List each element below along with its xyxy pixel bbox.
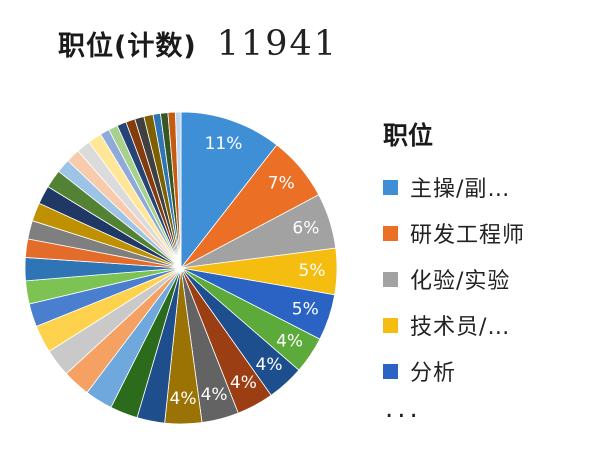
legend-title: 职位	[383, 121, 434, 150]
pie-data-label: 6%	[292, 218, 319, 238]
legend-item: 主操/副…	[383, 164, 525, 210]
legend-label: 化验/实验	[410, 269, 511, 294]
pie-slices	[24, 111, 338, 425]
legend-swatch	[383, 179, 398, 195]
pie-data-label: 5%	[292, 300, 319, 320]
pie-slice	[174, 111, 182, 269]
header-count: 11941	[216, 24, 339, 64]
legend-label: 主操/副…	[410, 177, 511, 202]
legend-item: 技术员/…	[383, 302, 525, 348]
legend-swatch	[383, 363, 398, 379]
pie-data-label: 7%	[268, 174, 295, 194]
legend-swatch	[383, 271, 398, 287]
pie-data-labels: 11%7%6%5%5%4%4%4%4%4%	[170, 134, 326, 409]
legend: 职位 主操/副… 研发工程师 化验/实验 技术员/… 分析 ...	[383, 116, 525, 424]
legend-item: 研发工程师	[383, 210, 525, 256]
legend-label: 研发工程师	[410, 223, 526, 248]
legend-item: 化验/实验	[383, 256, 525, 302]
pie-data-label: 4%	[276, 331, 303, 351]
legend-label: 技术员/…	[410, 315, 511, 340]
pie-slice	[180, 111, 278, 270]
legend-swatch	[383, 317, 398, 333]
legend-more-indicator: ...	[385, 394, 422, 424]
chart-header: 职位(计数) 11941	[58, 24, 338, 74]
legend-swatch	[383, 225, 398, 241]
pie-data-label: 4%	[256, 355, 283, 375]
pie-data-label: 4%	[230, 373, 257, 393]
legend-item: 分析	[383, 348, 525, 394]
legend-label: 分析	[410, 361, 457, 386]
pie-data-label: 4%	[170, 389, 197, 409]
pie-data-label: 11%	[205, 134, 243, 154]
pie-data-label: 4%	[201, 385, 228, 405]
header-label: 职位(计数)	[58, 31, 197, 62]
pie-data-label: 5%	[299, 261, 326, 281]
